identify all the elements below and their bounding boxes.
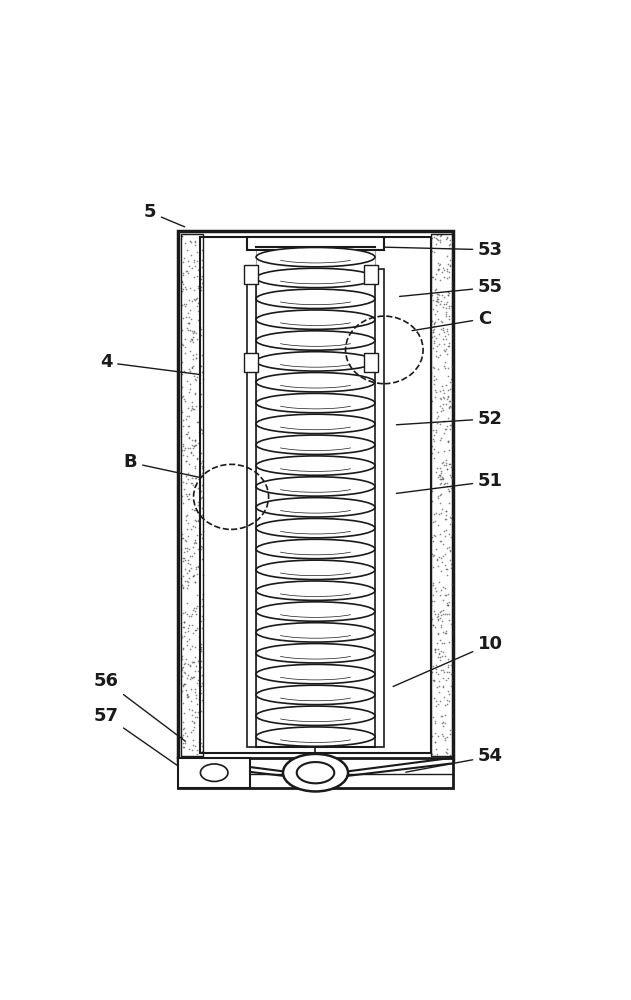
Bar <box>244 265 258 284</box>
Ellipse shape <box>256 310 375 329</box>
Bar <box>247 269 256 747</box>
Text: 54: 54 <box>406 747 503 772</box>
Ellipse shape <box>256 706 375 725</box>
Ellipse shape <box>256 268 375 288</box>
Bar <box>178 758 250 788</box>
Ellipse shape <box>256 331 375 350</box>
Ellipse shape <box>256 685 375 705</box>
Ellipse shape <box>256 560 375 580</box>
Ellipse shape <box>256 435 375 454</box>
Text: 57: 57 <box>93 707 182 769</box>
Text: 53: 53 <box>369 241 503 259</box>
Ellipse shape <box>256 581 375 600</box>
Ellipse shape <box>256 289 375 309</box>
Bar <box>363 353 378 372</box>
Text: C: C <box>412 310 492 331</box>
Text: 55: 55 <box>399 278 503 296</box>
Ellipse shape <box>201 764 228 781</box>
Text: 5: 5 <box>143 203 185 227</box>
Ellipse shape <box>256 539 375 559</box>
Text: B: B <box>124 453 200 478</box>
Bar <box>178 231 453 760</box>
Ellipse shape <box>256 456 375 475</box>
Ellipse shape <box>283 754 348 791</box>
Bar <box>431 234 453 756</box>
Bar <box>363 265 378 284</box>
Ellipse shape <box>256 518 375 538</box>
Bar <box>200 237 431 753</box>
Ellipse shape <box>256 373 375 392</box>
Ellipse shape <box>256 727 375 746</box>
Ellipse shape <box>256 644 375 663</box>
Bar <box>247 237 384 250</box>
Ellipse shape <box>256 414 375 434</box>
Ellipse shape <box>297 762 334 783</box>
Text: 4: 4 <box>100 353 200 375</box>
Bar <box>375 269 384 747</box>
Ellipse shape <box>256 498 375 517</box>
Ellipse shape <box>256 477 375 496</box>
Ellipse shape <box>256 247 375 267</box>
Bar <box>181 234 203 756</box>
Ellipse shape <box>256 623 375 642</box>
Bar <box>244 353 258 372</box>
Ellipse shape <box>256 352 375 371</box>
Ellipse shape <box>256 602 375 621</box>
Text: 52: 52 <box>396 410 503 428</box>
Text: 10: 10 <box>393 635 503 687</box>
Ellipse shape <box>256 664 375 684</box>
Ellipse shape <box>256 393 375 413</box>
Text: 56: 56 <box>93 672 185 741</box>
Text: 51: 51 <box>396 472 503 493</box>
Bar <box>178 758 453 788</box>
